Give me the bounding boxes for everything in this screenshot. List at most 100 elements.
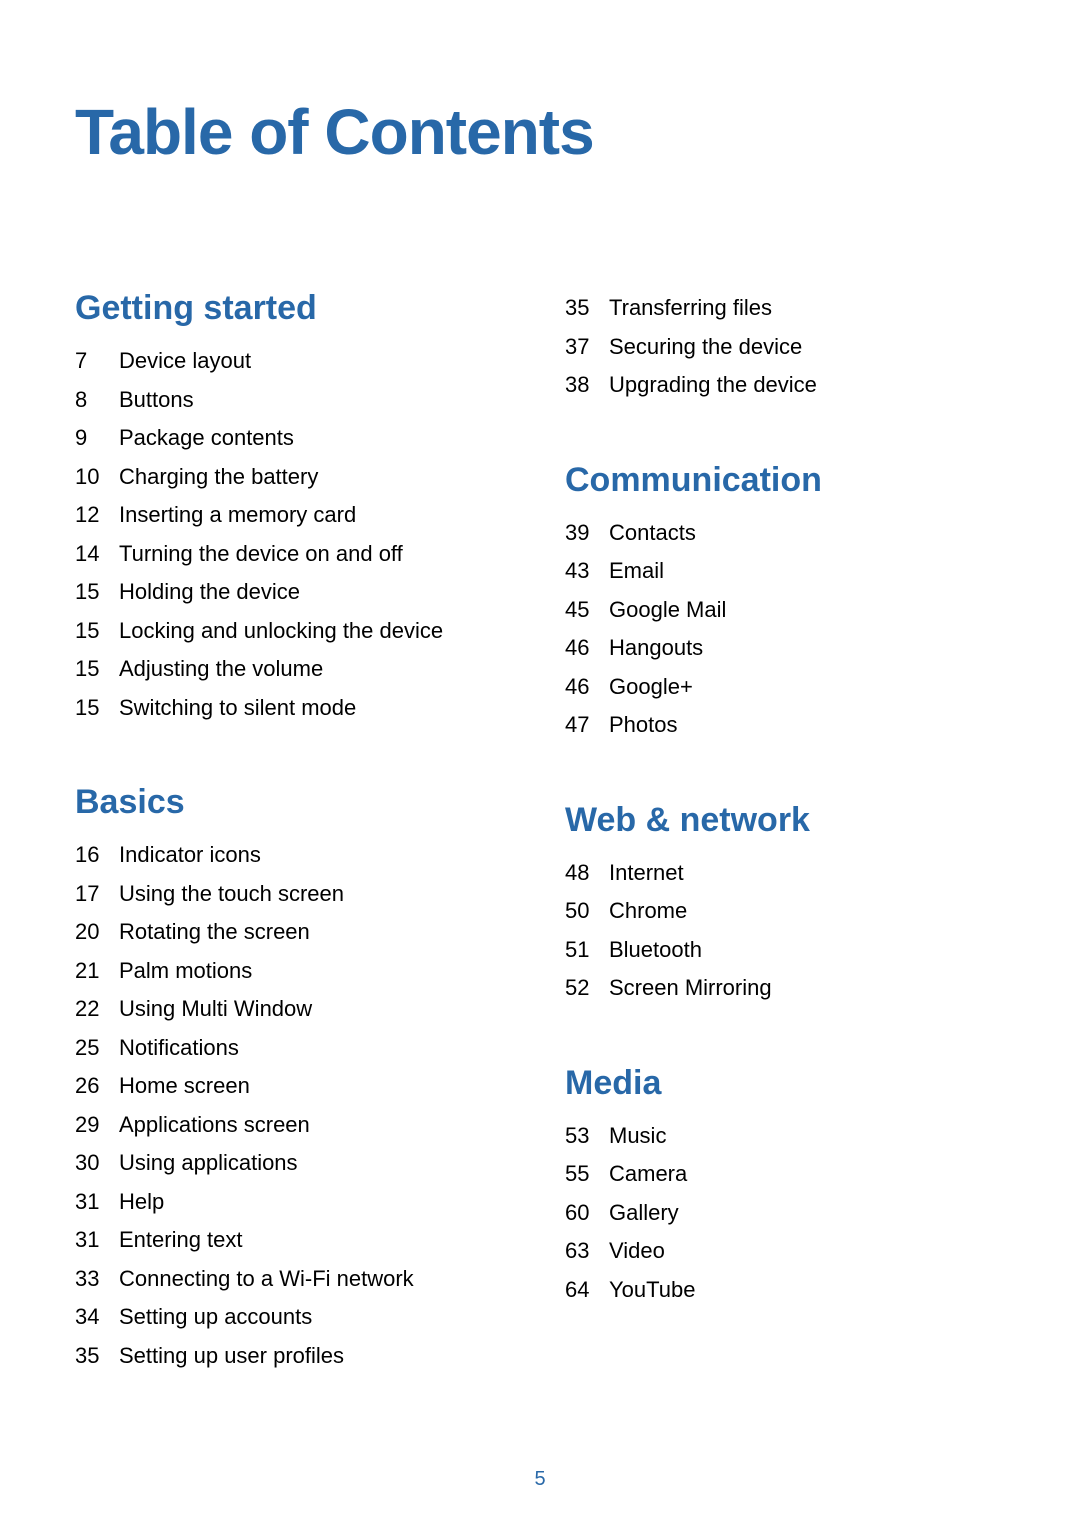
toc-label: Using the touch screen <box>119 875 515 914</box>
toc-entry[interactable]: 14Turning the device on and off <box>75 535 515 574</box>
toc-label: Gallery <box>609 1194 1005 1233</box>
toc-page: 51 <box>565 931 609 970</box>
toc-list: 7Device layout8Buttons9Package contents1… <box>75 342 515 727</box>
toc-page: 7 <box>75 342 119 381</box>
toc-entry[interactable]: 26Home screen <box>75 1067 515 1106</box>
toc-entry[interactable]: 25Notifications <box>75 1029 515 1068</box>
toc-entry[interactable]: 17Using the touch screen <box>75 875 515 914</box>
toc-section: Getting started 7Device layout8Buttons9Pa… <box>75 289 515 727</box>
toc-entry[interactable]: 31Help <box>75 1183 515 1222</box>
toc-entry[interactable]: 51Bluetooth <box>565 931 1005 970</box>
toc-label: Google Mail <box>609 591 1005 630</box>
toc-entry[interactable]: 64YouTube <box>565 1271 1005 1310</box>
toc-page: 34 <box>75 1298 119 1337</box>
toc-entry[interactable]: 48Internet <box>565 854 1005 893</box>
toc-page: 15 <box>75 689 119 728</box>
toc-page: 30 <box>75 1144 119 1183</box>
toc-page: 15 <box>75 612 119 651</box>
toc-entry[interactable]: 47Photos <box>565 706 1005 745</box>
toc-label: Setting up accounts <box>119 1298 515 1337</box>
toc-label: Notifications <box>119 1029 515 1068</box>
toc-entry[interactable]: 22Using Multi Window <box>75 990 515 1029</box>
toc-entry[interactable]: 45Google Mail <box>565 591 1005 630</box>
toc-entry[interactable]: 15Locking and unlocking the device <box>75 612 515 651</box>
toc-label: Entering text <box>119 1221 515 1260</box>
toc-page: 53 <box>565 1117 609 1156</box>
toc-entry[interactable]: 16Indicator icons <box>75 836 515 875</box>
toc-label: Upgrading the device <box>609 366 1005 405</box>
toc-entry[interactable]: 43Email <box>565 552 1005 591</box>
toc-list: 48Internet50Chrome51Bluetooth52Screen Mi… <box>565 854 1005 1008</box>
toc-label: Device layout <box>119 342 515 381</box>
toc-entry[interactable]: 33Connecting to a Wi-Fi network <box>75 1260 515 1299</box>
toc-entry[interactable]: 60Gallery <box>565 1194 1005 1233</box>
toc-page: 47 <box>565 706 609 745</box>
toc-page: 15 <box>75 573 119 612</box>
toc-page: 20 <box>75 913 119 952</box>
toc-entry[interactable]: 8Buttons <box>75 381 515 420</box>
toc-page: 60 <box>565 1194 609 1233</box>
toc-entry[interactable]: 35Transferring files <box>565 289 1005 328</box>
toc-entry[interactable]: 31Entering text <box>75 1221 515 1260</box>
toc-entry[interactable]: 9Package contents <box>75 419 515 458</box>
toc-list: 16Indicator icons17Using the touch scree… <box>75 836 515 1375</box>
section-heading[interactable]: Communication <box>565 461 1005 500</box>
toc-page: 8 <box>75 381 119 420</box>
toc-entry[interactable]: 15Holding the device <box>75 573 515 612</box>
toc-entry[interactable]: 46Google+ <box>565 668 1005 707</box>
toc-entry[interactable]: 21Palm motions <box>75 952 515 991</box>
toc-page: 50 <box>565 892 609 931</box>
toc-entry[interactable]: 34Setting up accounts <box>75 1298 515 1337</box>
toc-page: 21 <box>75 952 119 991</box>
toc-section: Communication 39Contacts43Email45Google M… <box>565 461 1005 745</box>
toc-label: Email <box>609 552 1005 591</box>
section-heading[interactable]: Getting started <box>75 289 515 328</box>
toc-entry[interactable]: 12Inserting a memory card <box>75 496 515 535</box>
toc-label: Video <box>609 1232 1005 1271</box>
toc-label: YouTube <box>609 1271 1005 1310</box>
section-heading[interactable]: Web & network <box>565 801 1005 840</box>
page-number: 5 <box>0 1468 1080 1491</box>
toc-entry[interactable]: 53Music <box>565 1117 1005 1156</box>
toc-entry[interactable]: 15Switching to silent mode <box>75 689 515 728</box>
toc-continuation: 35Transferring files37Securing the devic… <box>565 289 1005 405</box>
toc-entry[interactable]: 63Video <box>565 1232 1005 1271</box>
toc-label: Help <box>119 1183 515 1222</box>
toc-page: 52 <box>565 969 609 1008</box>
toc-label: Chrome <box>609 892 1005 931</box>
toc-entry[interactable]: 39Contacts <box>565 514 1005 553</box>
toc-page: 43 <box>565 552 609 591</box>
toc-page: 64 <box>565 1271 609 1310</box>
section-heading[interactable]: Basics <box>75 783 515 822</box>
toc-label: Internet <box>609 854 1005 893</box>
section-heading[interactable]: Media <box>565 1064 1005 1103</box>
toc-entry[interactable]: 30Using applications <box>75 1144 515 1183</box>
toc-entry[interactable]: 38Upgrading the device <box>565 366 1005 405</box>
toc-page: 22 <box>75 990 119 1029</box>
toc-page: 46 <box>565 629 609 668</box>
toc-section: Media 53Music55Camera60Gallery63Video64Yo… <box>565 1064 1005 1310</box>
toc-label: Contacts <box>609 514 1005 553</box>
toc-label: Using applications <box>119 1144 515 1183</box>
toc-entry[interactable]: 52Screen Mirroring <box>565 969 1005 1008</box>
toc-label: Indicator icons <box>119 836 515 875</box>
toc-entry[interactable]: 46Hangouts <box>565 629 1005 668</box>
toc-entry[interactable]: 15Adjusting the volume <box>75 650 515 689</box>
toc-page: 63 <box>565 1232 609 1271</box>
toc-page: 37 <box>565 328 609 367</box>
toc-entry[interactable]: 37Securing the device <box>565 328 1005 367</box>
toc-page: 46 <box>565 668 609 707</box>
toc-entry[interactable]: 20Rotating the screen <box>75 913 515 952</box>
toc-entry[interactable]: 35Setting up user profiles <box>75 1337 515 1376</box>
toc-page: 12 <box>75 496 119 535</box>
page-title: Table of Contents <box>75 95 1005 169</box>
toc-label: Photos <box>609 706 1005 745</box>
toc-entry[interactable]: 55Camera <box>565 1155 1005 1194</box>
toc-label: Locking and unlocking the device <box>119 612 515 651</box>
toc-label: Connecting to a Wi-Fi network <box>119 1260 515 1299</box>
toc-entry[interactable]: 7Device layout <box>75 342 515 381</box>
toc-label: Home screen <box>119 1067 515 1106</box>
toc-entry[interactable]: 50Chrome <box>565 892 1005 931</box>
toc-entry[interactable]: 10Charging the battery <box>75 458 515 497</box>
toc-entry[interactable]: 29Applications screen <box>75 1106 515 1145</box>
